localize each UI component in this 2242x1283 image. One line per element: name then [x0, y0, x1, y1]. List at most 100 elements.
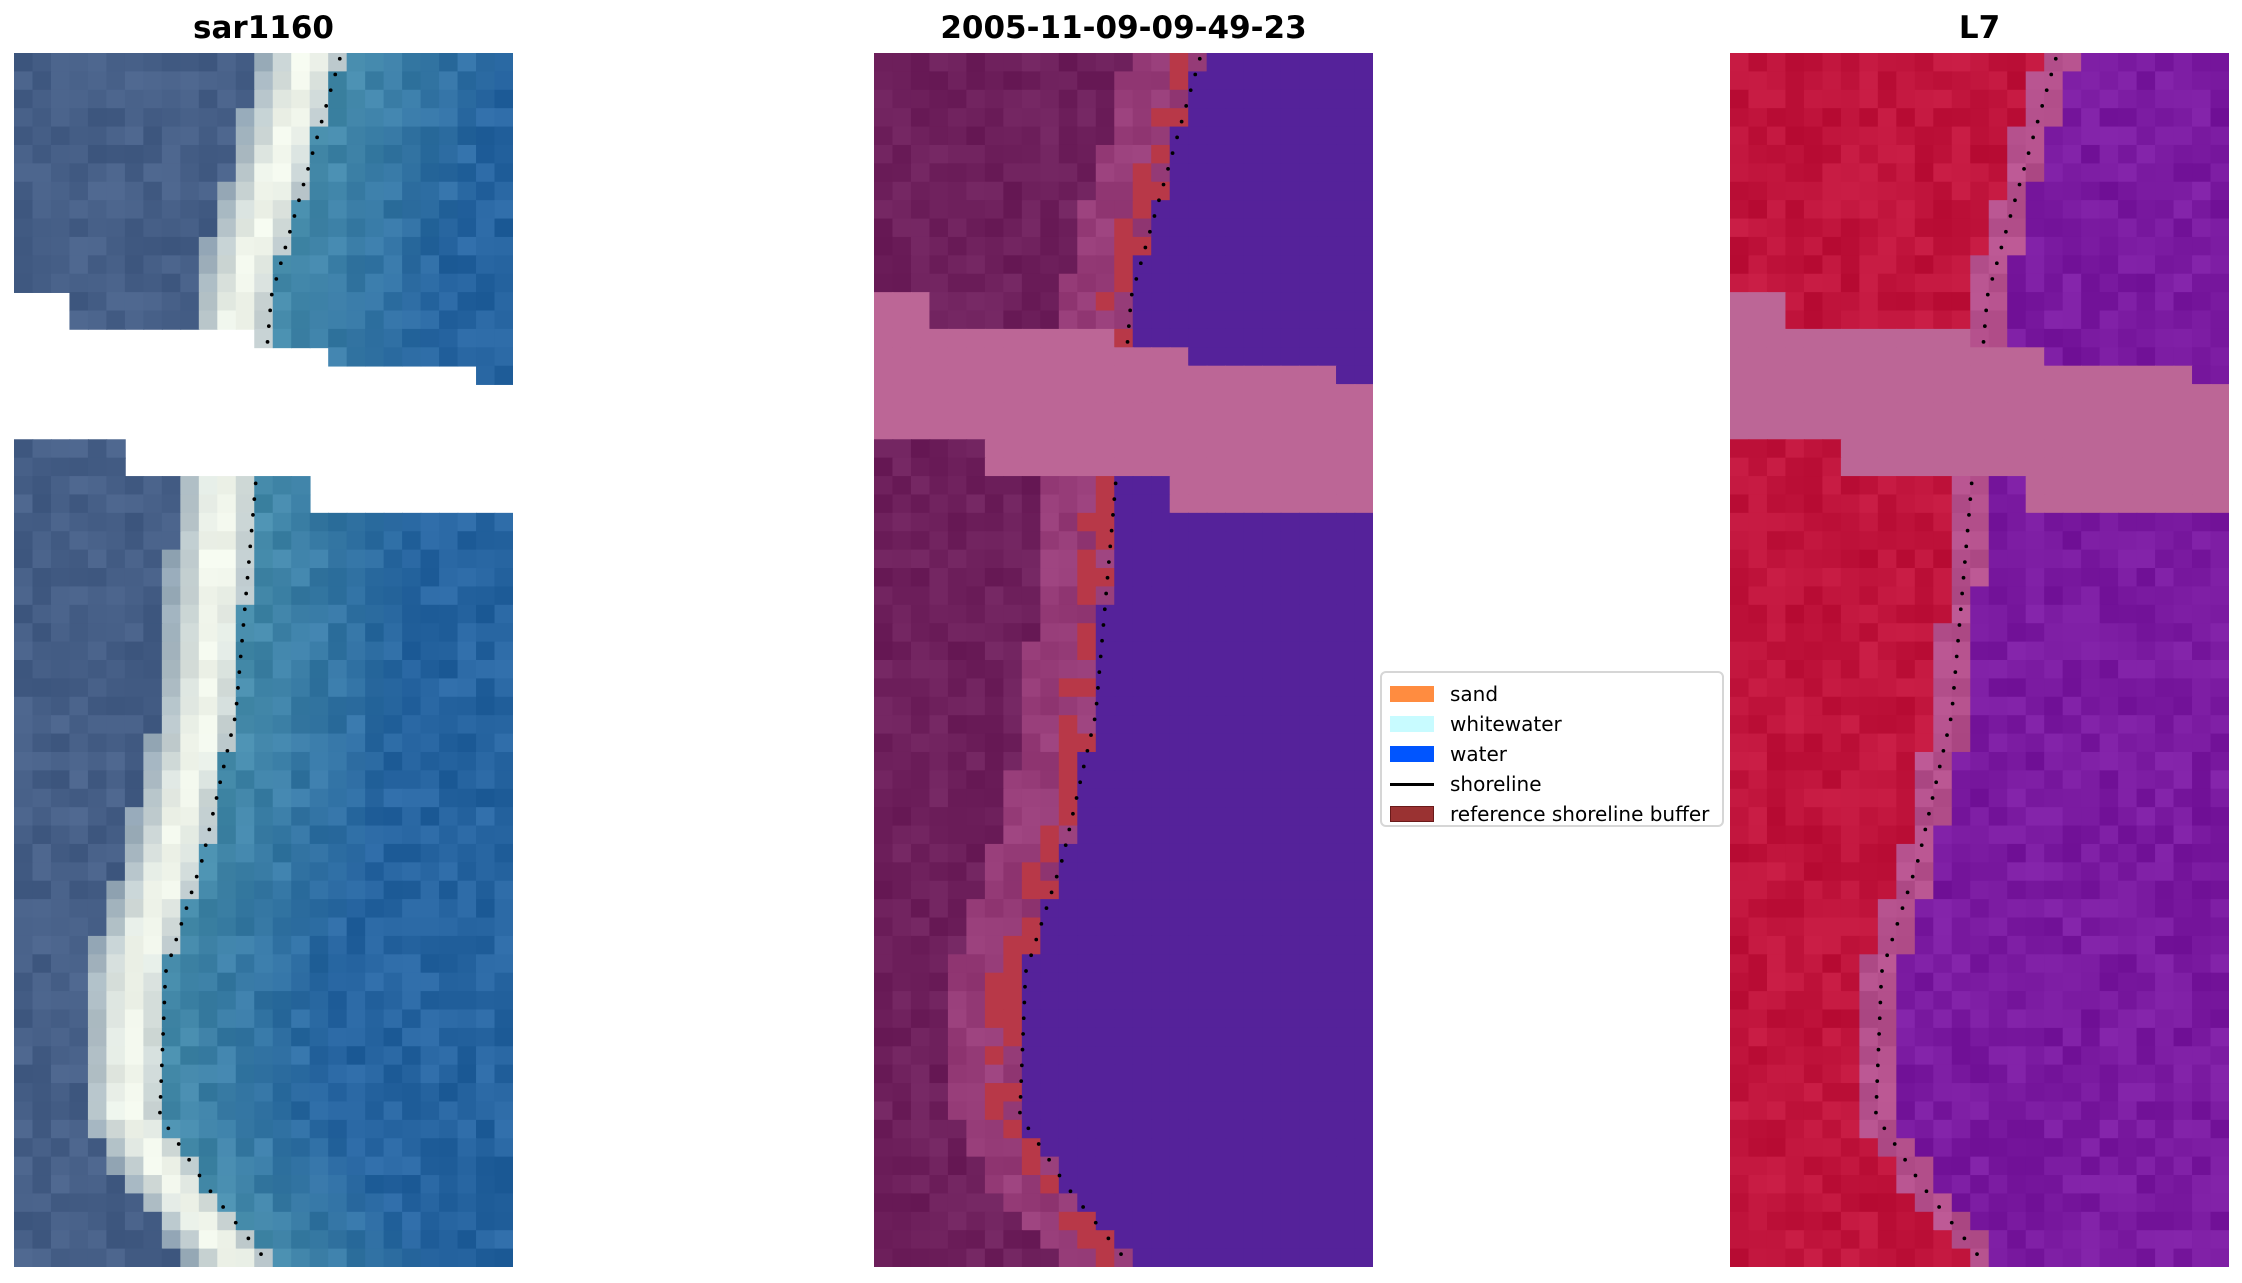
image-pixel — [402, 1156, 422, 1176]
image-pixel — [2210, 751, 2229, 772]
image-pixel — [1040, 972, 1060, 992]
shoreline-point — [1057, 1173, 1062, 1178]
image-pixel — [1225, 770, 1245, 790]
image-pixel — [966, 1009, 986, 1029]
image-pixel — [1058, 788, 1079, 809]
image-pixel — [328, 108, 348, 128]
image-pixel — [1840, 163, 1861, 183]
image-pixel — [1003, 71, 1023, 91]
image-pixel — [1114, 899, 1134, 919]
image-pixel — [1859, 586, 1879, 606]
image-pixel — [1206, 1119, 1227, 1140]
image-pixel — [966, 549, 986, 569]
image-pixel — [1766, 310, 1787, 330]
image-pixel — [929, 1175, 949, 1195]
image-pixel — [1280, 273, 1300, 293]
shoreline-point — [179, 921, 184, 926]
image-pixel — [1169, 770, 1190, 790]
image-pixel — [1262, 1009, 1282, 1029]
image-pixel — [309, 1064, 330, 1084]
rgb-image-panel — [14, 53, 513, 1267]
image-pixel — [1095, 568, 1116, 588]
image-pixel — [1021, 273, 1042, 293]
image-pixel — [2210, 678, 2229, 698]
image-pixel — [1188, 1193, 1208, 1213]
image-pixel — [1970, 420, 1990, 441]
image-pixel — [1914, 163, 1935, 183]
image-pixel — [457, 660, 477, 680]
image-pixel — [1095, 991, 1116, 1011]
image-pixel — [1766, 420, 1787, 441]
shoreline-point — [203, 843, 208, 848]
image-pixel — [1748, 935, 1768, 956]
image-pixel — [161, 200, 182, 220]
image-pixel — [217, 494, 237, 514]
image-pixel — [1243, 917, 1263, 937]
image-pixel — [1785, 457, 1805, 477]
image-pixel — [383, 623, 403, 643]
image-pixel — [1951, 733, 1972, 753]
image-pixel — [2044, 623, 2064, 643]
image-pixel — [892, 126, 912, 146]
image-pixel — [1021, 236, 1042, 257]
image-pixel — [1933, 310, 1953, 330]
image-pixel — [1262, 531, 1282, 551]
image-pixel — [910, 1027, 931, 1048]
image-pixel — [947, 200, 968, 220]
image-pixel — [1859, 568, 1879, 588]
image-pixel — [1785, 788, 1805, 809]
image-pixel — [272, 255, 293, 275]
image-pixel — [106, 531, 126, 551]
image-pixel — [1877, 402, 1898, 422]
image-pixel — [420, 623, 440, 643]
image-pixel — [69, 218, 89, 238]
image-pixel — [383, 108, 403, 128]
image-pixel — [1840, 586, 1861, 606]
shoreline-point — [1021, 1032, 1025, 1036]
image-pixel — [910, 1211, 931, 1232]
image-pixel — [69, 604, 89, 625]
image-pixel — [124, 954, 145, 974]
image-pixel — [1058, 1230, 1079, 1250]
image-pixel — [2118, 181, 2138, 202]
image-pixel — [2007, 89, 2027, 110]
image-pixel — [254, 126, 274, 146]
image-pixel — [346, 843, 367, 864]
image-pixel — [1785, 678, 1805, 698]
image-pixel — [2192, 531, 2212, 551]
image-pixel — [2062, 807, 2083, 827]
image-pixel — [198, 972, 219, 992]
image-pixel — [494, 255, 513, 275]
image-pixel — [892, 972, 912, 992]
image-pixel — [365, 347, 385, 367]
image-pixel — [1132, 568, 1153, 588]
image-pixel — [1243, 365, 1263, 385]
image-pixel — [1803, 402, 1824, 422]
image-pixel — [1021, 1101, 1042, 1121]
image-pixel — [1262, 218, 1282, 238]
image-pixel — [1822, 181, 1842, 202]
image-pixel — [1243, 715, 1263, 735]
image-pixel — [1803, 623, 1824, 643]
image-pixel — [1748, 494, 1768, 514]
image-pixel — [874, 292, 894, 312]
image-pixel — [2136, 1046, 2156, 1066]
image-pixel — [1169, 1156, 1190, 1176]
image-pixel — [966, 108, 986, 128]
image-pixel — [910, 899, 931, 919]
image-pixel — [966, 935, 986, 956]
image-pixel — [1243, 807, 1263, 827]
image-pixel — [966, 917, 986, 937]
image-pixel — [1188, 108, 1208, 128]
image-pixel — [1336, 623, 1356, 643]
image-pixel — [1914, 568, 1935, 588]
image-pixel — [1040, 494, 1060, 514]
image-pixel — [365, 53, 385, 73]
image-pixel — [1933, 53, 1953, 73]
image-pixel — [2099, 292, 2119, 312]
image-pixel — [272, 1156, 293, 1176]
image-pixel — [1803, 365, 1824, 385]
image-pixel — [1970, 512, 1990, 533]
image-pixel — [1169, 991, 1190, 1011]
image-pixel — [476, 292, 496, 312]
